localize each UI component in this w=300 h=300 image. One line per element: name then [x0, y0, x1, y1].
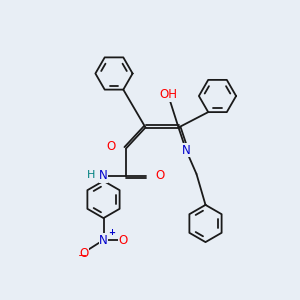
Text: O: O: [80, 247, 88, 260]
Text: O: O: [156, 169, 165, 182]
Text: OH: OH: [159, 88, 177, 101]
Text: H: H: [87, 170, 96, 181]
Text: N: N: [99, 169, 108, 182]
Text: +: +: [108, 228, 115, 237]
Text: N: N: [99, 233, 108, 247]
Text: N: N: [182, 143, 191, 157]
Text: −: −: [77, 251, 87, 261]
Text: O: O: [106, 140, 116, 154]
Text: O: O: [118, 233, 127, 247]
